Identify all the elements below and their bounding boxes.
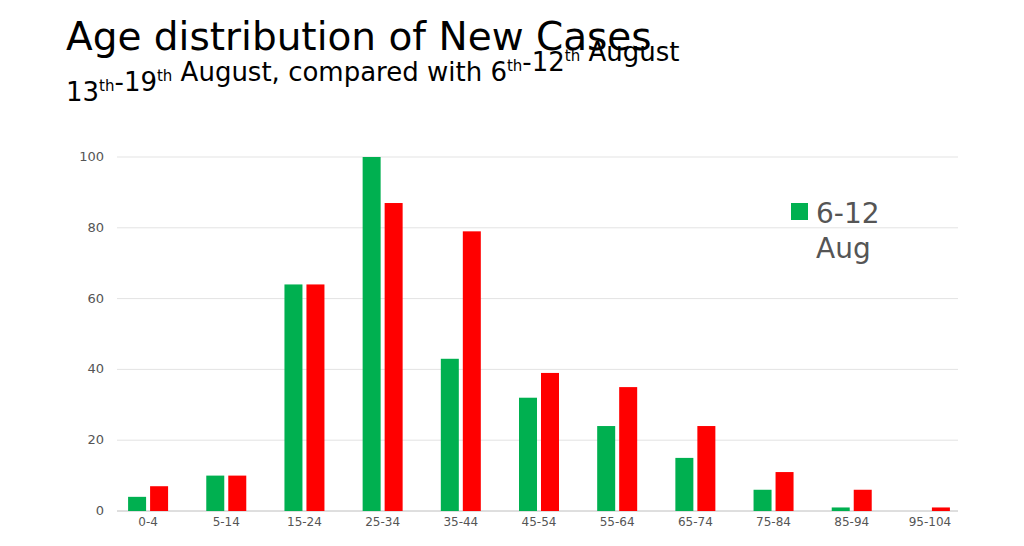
y-tick-label: 0 <box>96 503 104 518</box>
bar <box>932 507 950 511</box>
bar <box>697 426 715 511</box>
x-tick-label: 45-54 <box>522 515 557 529</box>
bar <box>597 426 615 511</box>
grid-line <box>117 369 958 370</box>
bar <box>619 387 637 511</box>
bar <box>150 486 168 511</box>
bar <box>854 490 872 511</box>
y-tick-label: 40 <box>87 361 104 376</box>
y-tick-label: 100 <box>79 149 104 164</box>
bar <box>284 284 302 511</box>
x-tick-label: 25-34 <box>365 515 400 529</box>
x-tick-label: 35-44 <box>443 515 478 529</box>
bar <box>776 472 794 511</box>
bar <box>541 373 559 511</box>
bar <box>228 476 246 511</box>
x-tick-label: 0-4 <box>138 515 158 529</box>
x-tick-label: 75-84 <box>756 515 791 529</box>
bar <box>754 490 772 511</box>
x-tick-label: 65-74 <box>678 515 713 529</box>
bars <box>128 157 950 511</box>
y-tick-label: 80 <box>87 220 104 235</box>
x-tick-label: 15-24 <box>287 515 322 529</box>
bar <box>441 359 459 511</box>
x-tick-label: 5-14 <box>213 515 240 529</box>
grid-line <box>117 157 958 158</box>
bar <box>463 231 481 511</box>
legend-label: 6-12Aug <box>816 197 880 265</box>
y-tick-label: 60 <box>87 291 104 306</box>
subtitle: 13th-19th August, compared with 6th-12th… <box>66 37 680 107</box>
bar <box>519 398 537 511</box>
x-tick-label: 55-64 <box>600 515 635 529</box>
grid-line <box>117 298 958 299</box>
y-tick-label: 20 <box>87 432 104 447</box>
bar <box>206 476 224 511</box>
bar <box>910 511 928 512</box>
grid-line <box>117 440 958 441</box>
bar <box>385 203 403 511</box>
chart: Age distribution of New Cases13th-19th A… <box>0 0 1024 546</box>
x-tick-label: 85-94 <box>834 515 869 529</box>
bar <box>675 458 693 511</box>
bar <box>306 284 324 511</box>
x-tick-label: 95-104 <box>909 515 952 529</box>
legend-swatch <box>791 203 808 220</box>
bar <box>832 507 850 511</box>
bar <box>128 497 146 511</box>
bar <box>363 157 381 511</box>
